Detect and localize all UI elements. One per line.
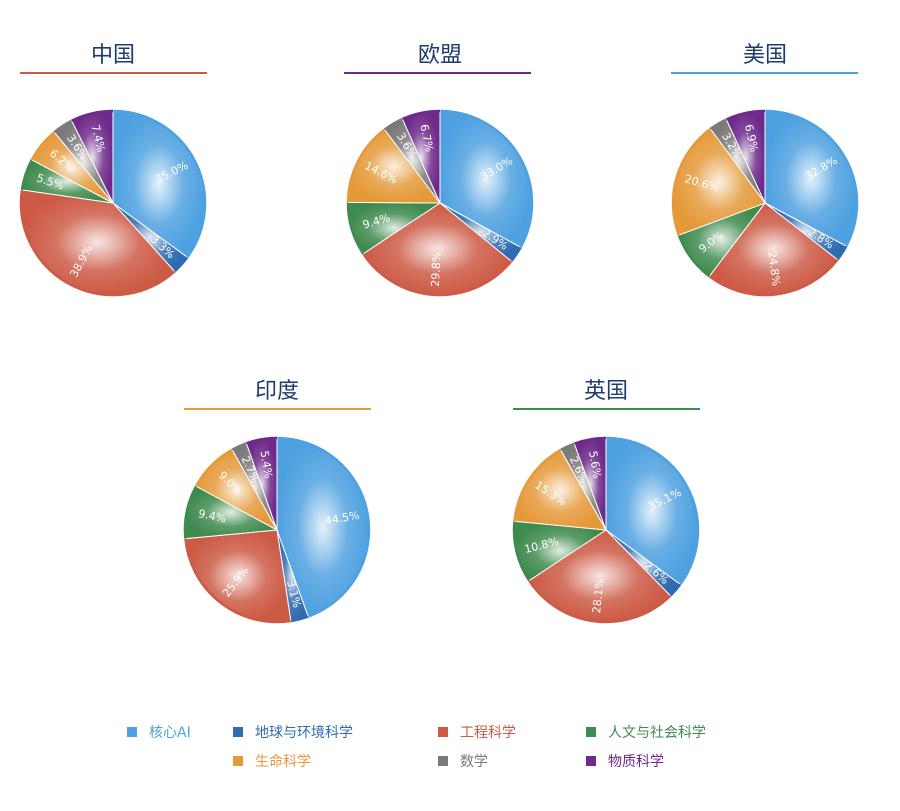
slice-label: 28.1%	[590, 578, 607, 614]
pie-slice-rim	[346, 202, 365, 255]
legend-label: 工程科学	[460, 725, 516, 741]
legend-swatch	[586, 727, 596, 737]
pie-slice-rim	[528, 579, 672, 624]
slice-label: 5.6%	[586, 450, 604, 480]
pie-slice-rim	[671, 127, 712, 236]
pie-slice-rim	[439, 109, 534, 248]
pie-slice-rim	[764, 109, 859, 247]
legend-item: 物质科学	[586, 751, 664, 771]
legend-label: 生命科学	[255, 754, 311, 770]
slice-label: 44.5%	[324, 509, 361, 528]
pie-slice-rim	[276, 436, 371, 618]
legend-label: 物质科学	[608, 754, 664, 770]
legend-swatch	[233, 727, 243, 737]
legend-item: 人文与社会科学	[586, 722, 706, 742]
pie-slice-rim	[513, 448, 562, 522]
slice-label: 5.4%	[258, 450, 276, 480]
legend-item: 核心AI	[127, 722, 191, 742]
slice-label: 6.7%	[417, 123, 436, 153]
legend-label: 地球与环境科学	[255, 725, 353, 741]
chart-title: 美国	[743, 43, 787, 68]
pie-slice-rim	[401, 109, 441, 121]
legend-swatch	[586, 756, 596, 766]
pie-slice-rim	[708, 258, 839, 297]
pie-slice-rim	[71, 109, 114, 122]
pie-slice-rim	[346, 128, 386, 203]
slice-label: 6.9%	[742, 123, 761, 153]
pie-slice-rim	[512, 521, 531, 582]
legend-swatch	[438, 727, 448, 737]
pie-slice-rim	[725, 109, 766, 121]
pie-slice-rim	[573, 436, 607, 445]
pie-slice-rim	[112, 109, 207, 258]
legend-swatch	[127, 727, 137, 737]
pie-slice-rim	[195, 448, 233, 487]
legend-swatch	[233, 756, 243, 766]
slice-label: 29.8%	[429, 251, 444, 287]
chart-title: 印度	[255, 379, 299, 404]
chart-title: 中国	[91, 43, 135, 68]
legend-label: 数学	[460, 754, 488, 770]
legend-item: 数学	[438, 751, 488, 771]
slice-label: 7.4%	[89, 123, 108, 153]
pie-slice-rim	[19, 189, 176, 297]
pie-slice-rim	[183, 485, 198, 539]
legend-item: 工程科学	[438, 722, 516, 742]
pie-slice-rim	[362, 253, 513, 297]
legend-swatch	[438, 756, 448, 766]
pie-slice-rim	[605, 436, 700, 586]
pie-slice-rim	[245, 436, 278, 445]
slice-label: 9.4%	[197, 507, 227, 525]
chart-title: 欧盟	[418, 43, 462, 68]
legend-item: 生命科学	[233, 751, 311, 771]
slice-label: 24.8%	[765, 250, 782, 286]
pie-slice-rim	[30, 131, 56, 161]
legend-label: 人文与社会科学	[608, 725, 706, 741]
chart-title: 英国	[584, 379, 628, 404]
legend-label: 核心AI	[149, 725, 191, 741]
pie-slice-rim	[677, 234, 711, 278]
legend-item: 地球与环境科学	[233, 722, 353, 742]
pie-slice-rim	[184, 538, 292, 624]
